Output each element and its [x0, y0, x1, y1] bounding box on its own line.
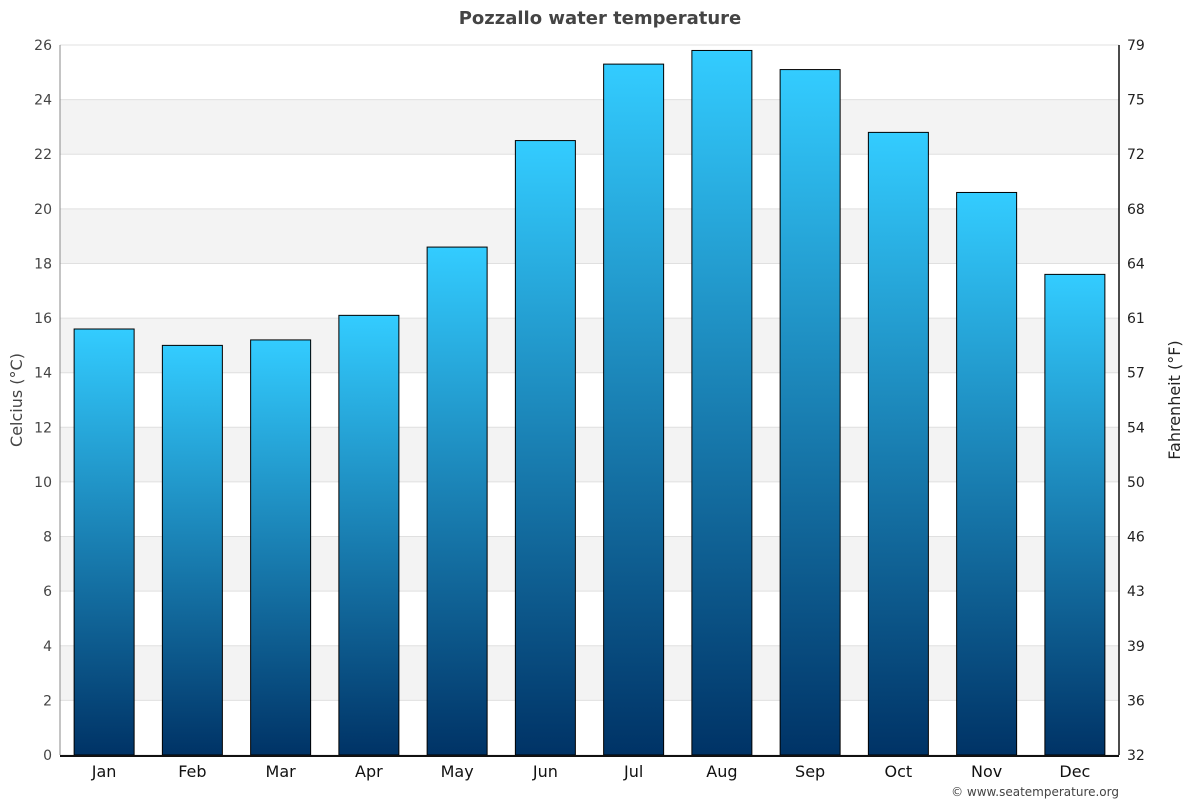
y2-tick-label: 64 [1127, 256, 1145, 272]
y-tick-label: 6 [43, 584, 52, 600]
grid-band [60, 99, 1119, 155]
bar-jan [73, 328, 135, 756]
y2-axis-label: Fahrenheit (°F) [1165, 340, 1184, 459]
y-tick-label: 0 [43, 748, 52, 764]
y-tick-label: 22 [34, 147, 52, 163]
bar-jun [514, 140, 576, 756]
y2-tick-label: 43 [1127, 584, 1145, 600]
y-tick-label: 14 [34, 366, 52, 382]
grid-band [60, 318, 1119, 373]
x-tick-label: Jul [623, 762, 643, 781]
y2-tick-label: 50 [1127, 475, 1145, 491]
y-tick-label: 26 [34, 38, 52, 54]
x-tick-label: Sep [795, 762, 825, 781]
grid-band [60, 645, 1119, 701]
x-tick-label: Aug [706, 762, 737, 781]
x-tick-label: Oct [885, 762, 913, 781]
y2-tick-label: 75 [1127, 93, 1145, 109]
y-axis-label: Celcius (°C) [7, 353, 26, 447]
bar-may [426, 246, 488, 756]
x-tick-label: Jan [91, 762, 117, 781]
y-tick-label: 16 [34, 311, 52, 327]
y2-tick-label: 68 [1127, 202, 1145, 218]
y-tick-label: 8 [43, 530, 52, 546]
y2-tick-label: 39 [1127, 639, 1145, 655]
y2-tick-label: 36 [1127, 693, 1145, 709]
bar-aug [691, 49, 753, 756]
grid-band [60, 536, 1119, 592]
x-tick-label: Jun [532, 762, 558, 781]
y2-tick-label: 32 [1127, 748, 1145, 764]
bar-nov [956, 191, 1018, 756]
y-tick-label: 12 [34, 420, 52, 436]
grid-band [60, 208, 1119, 264]
x-tick-label: Dec [1059, 762, 1090, 781]
x-tick-label: Mar [266, 762, 297, 781]
y-tick-label: 2 [43, 693, 52, 709]
y2-tick-label: 54 [1127, 420, 1145, 436]
bar-feb [161, 344, 223, 756]
chart-title: Pozzallo water temperature [459, 8, 742, 29]
y-tick-label: 20 [34, 202, 52, 218]
bar-apr [338, 314, 400, 756]
x-tick-label: Nov [971, 762, 1002, 781]
y2-tick-label: 46 [1127, 530, 1145, 546]
bar-oct [867, 131, 929, 756]
y-tick-label: 10 [34, 475, 52, 491]
x-tick-label: Apr [355, 762, 383, 781]
bar-sep [779, 69, 841, 756]
y2-tick-label: 57 [1127, 366, 1145, 382]
y2-tick-label: 79 [1127, 38, 1145, 54]
credit-link[interactable]: © www.seatemperature.org [951, 785, 1119, 799]
bar-jul [603, 63, 665, 756]
y-tick-label: 4 [43, 639, 52, 655]
y-tick-label: 24 [34, 93, 52, 109]
y-tick-label: 18 [34, 256, 52, 272]
y2-tick-label: 61 [1127, 311, 1145, 327]
x-tick-label: Feb [178, 762, 206, 781]
x-tick-label: May [441, 762, 474, 781]
bar-dec [1044, 273, 1106, 756]
bar-mar [250, 339, 312, 756]
grid-band [60, 427, 1119, 482]
y2-tick-label: 72 [1127, 147, 1145, 163]
